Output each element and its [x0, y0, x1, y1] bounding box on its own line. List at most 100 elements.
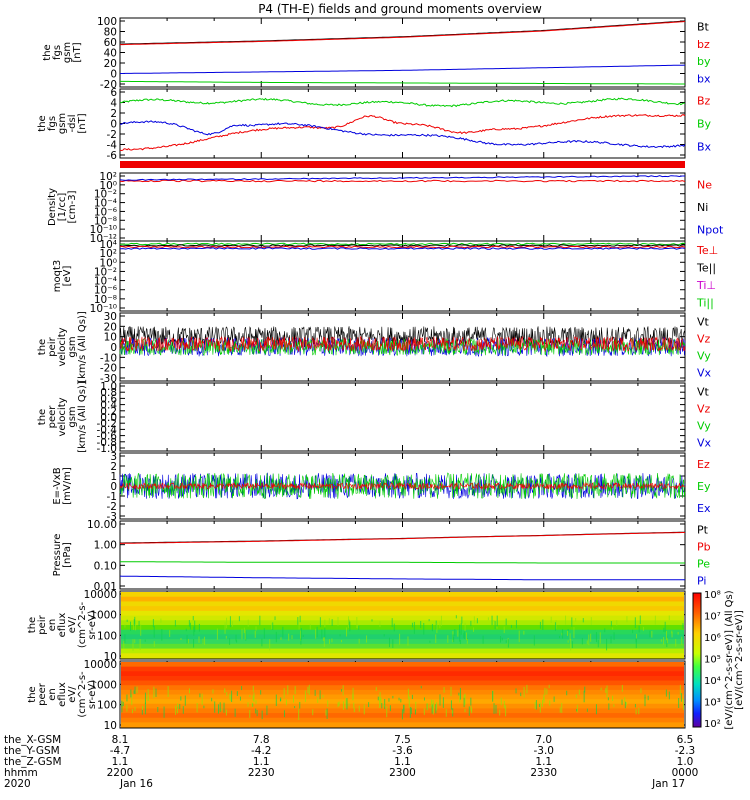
spectrogram-streak	[567, 630, 569, 636]
spectrogram-band	[121, 601, 684, 607]
spectrogram-streak	[466, 638, 468, 644]
legend-Pb: Pb	[697, 541, 711, 554]
x-axis-value: 1.0	[677, 756, 694, 768]
x-axis-value: 7.5	[394, 734, 411, 746]
spectrogram-streak	[403, 704, 405, 714]
spectrogram-streak	[337, 702, 339, 708]
spectrogram-streak	[236, 640, 238, 643]
spectrogram-streak	[634, 617, 636, 628]
spectrogram-streak	[503, 626, 505, 634]
spectrogram-streak	[595, 632, 597, 643]
spectrogram-streak	[379, 696, 381, 708]
spectrogram-streak	[235, 634, 237, 642]
colorbar-tick-label: 10⁵	[704, 655, 721, 666]
spectrogram-streak	[576, 704, 578, 713]
colorbar-tick-label: 10⁸	[704, 590, 721, 601]
y-tick-label: -0.8	[97, 437, 118, 449]
spectrogram-band	[121, 689, 684, 696]
spectrogram-streak	[548, 684, 550, 689]
colorbar-tick-label: 10⁷	[704, 612, 721, 623]
spectrogram-streak	[409, 706, 411, 718]
spectrogram-streak	[503, 700, 505, 709]
spectrogram-band	[121, 717, 684, 723]
spectrogram-streak	[283, 710, 285, 718]
spectrogram-streak	[451, 710, 453, 714]
x-axis-annotations: the_X-GSM 8.1 7.8 7.5 7.0 6.5 the_Y-GSM -4.7 -4.…	[4, 734, 698, 790]
spectrogram-streak	[134, 686, 136, 694]
spectrogram-streak	[322, 637, 324, 641]
spectrogram-streak	[666, 638, 668, 644]
spectrogram-streak	[326, 708, 328, 719]
series-Npot	[119, 175, 685, 181]
legend-Te⊥: Te⊥	[696, 244, 718, 257]
spectrogram-band	[121, 675, 684, 682]
spectrogram-streak	[573, 627, 575, 639]
spectrogram-streak	[570, 638, 572, 651]
legend-Vt: Vt	[697, 316, 710, 329]
y-tick-label: 10⁻⁶	[94, 206, 117, 218]
y-tick-label: 10	[104, 651, 117, 663]
y-tick-label: 1.0	[100, 381, 117, 393]
spectrogram-streak	[429, 640, 431, 643]
spectrogram-streak	[505, 640, 507, 643]
y-tick-label: 10⁻⁸	[94, 215, 117, 227]
y-axis-label-line: the	[27, 686, 38, 702]
spectrogram-streak	[567, 640, 569, 643]
spectrogram-streak	[217, 704, 219, 714]
spectrogram-streak	[426, 703, 428, 711]
series-By	[119, 97, 686, 108]
series-Bx	[119, 120, 686, 149]
spectrogram-streak	[202, 638, 204, 644]
y-axis-label-line: [km/s (All Qs)]	[77, 311, 88, 383]
spectrogram-streak	[216, 628, 218, 640]
x-axis-row-label: 2020	[4, 778, 31, 790]
y-tick-label: 10000	[84, 659, 117, 671]
spectrogram-streak	[260, 690, 262, 695]
y-axis-label: the peir en eflux eV/(cm^2-s-sr-eV)	[27, 601, 98, 648]
y-tick-label: 10	[104, 332, 117, 344]
y-axis-label-line: the	[37, 339, 48, 355]
spectrogram-streak	[392, 639, 394, 648]
spectrogram-band	[121, 643, 684, 650]
spectrogram-streak	[241, 685, 243, 691]
spectrogram-streak	[161, 628, 163, 641]
spectrogram-streak	[581, 637, 583, 645]
spectrogram-streak	[340, 640, 342, 643]
x-axis-value: 7.8	[253, 734, 270, 746]
spectrogram-streak	[256, 710, 258, 717]
spectrogram-streak	[523, 630, 525, 635]
y-tick-label: 20	[104, 58, 117, 70]
spectrogram-streak	[571, 641, 573, 649]
spectrogram-streak	[542, 619, 544, 630]
spectrogram-streak	[384, 699, 386, 710]
spectrogram-streak	[383, 633, 385, 637]
legend-Npot: Npot	[697, 224, 724, 237]
spectrogram-streak	[126, 694, 128, 702]
spectrogram-streak	[144, 639, 146, 642]
spectrogram-band	[121, 634, 684, 640]
y-axis-label-line: moqt3	[52, 260, 63, 293]
spectrogram-band	[121, 620, 684, 626]
spectrogram-streak	[133, 619, 135, 627]
spectrogram-streak	[371, 619, 373, 622]
spectrogram-streak	[182, 706, 184, 714]
series-Pb	[120, 532, 685, 544]
series-by	[120, 80, 685, 85]
spectrogram-streak	[644, 694, 646, 699]
y-tick-label: 0.01	[94, 581, 117, 593]
spectrogram-streak	[678, 698, 680, 709]
spectrogram-streak	[314, 689, 316, 696]
spectrogram-streak	[576, 708, 578, 712]
spectrogram-streak	[299, 702, 301, 709]
spectrogram-streak	[597, 639, 599, 648]
legend-Bt: Bt	[697, 21, 710, 34]
spectrogram-streak	[391, 618, 393, 628]
y-axis-label-line: velocity	[57, 397, 68, 436]
colorbar-tick-label: 10²	[704, 719, 721, 730]
spectrogram-streak	[423, 622, 425, 635]
spectrogram-streak	[381, 703, 383, 709]
spectrogram-streak	[153, 641, 155, 648]
y-tick-label: -1	[107, 491, 117, 503]
spectrogram-streak	[307, 686, 309, 694]
spectrogram-streak	[380, 697, 382, 705]
